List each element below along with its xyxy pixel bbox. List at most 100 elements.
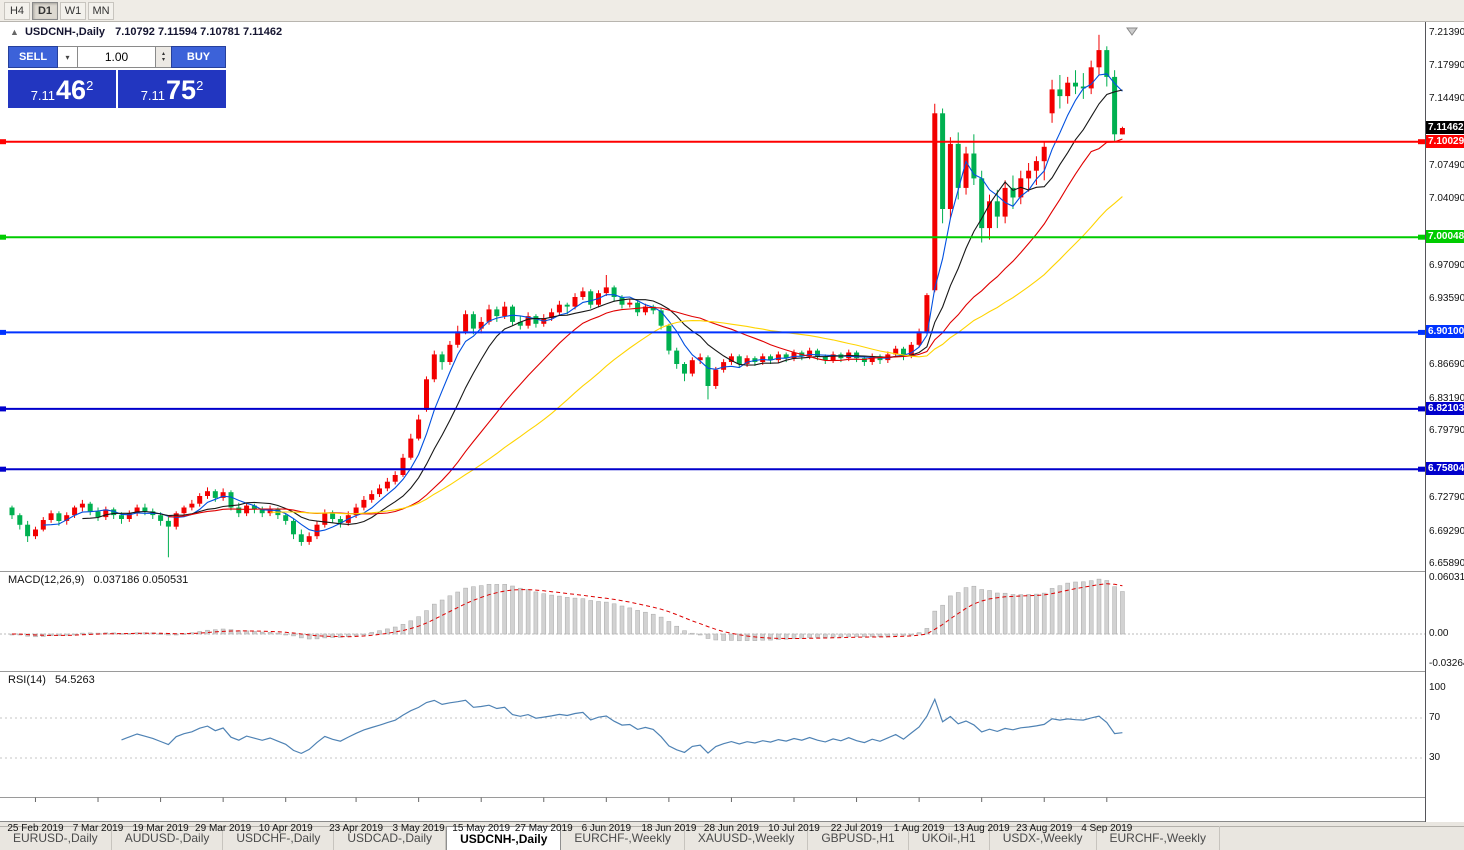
timeframe-button-d1[interactable]: D1 bbox=[32, 1, 58, 20]
candle-body bbox=[337, 519, 343, 523]
date-label: 23 Apr 2019 bbox=[329, 823, 384, 834]
candlestick-series[interactable] bbox=[9, 34, 1125, 558]
candle-body bbox=[212, 491, 218, 498]
macd-bar bbox=[658, 616, 664, 635]
price-tick-label: 6.79790 bbox=[1429, 425, 1464, 436]
candle-body bbox=[455, 331, 461, 345]
chart-tab-eurusd-daily[interactable]: EURUSD-,Daily bbox=[0, 826, 112, 850]
candle-body bbox=[1049, 89, 1055, 114]
date-label: 10 Jul 2019 bbox=[768, 823, 820, 834]
candle-body bbox=[736, 356, 742, 364]
volume-input[interactable]: 1.00 bbox=[78, 46, 156, 68]
macd-bar bbox=[666, 621, 672, 635]
macd-bar bbox=[471, 586, 476, 635]
macd-bar bbox=[1096, 578, 1102, 635]
macd-bar bbox=[713, 633, 719, 641]
candle-body bbox=[424, 379, 429, 410]
macd-bar bbox=[854, 633, 859, 637]
macd-bar bbox=[48, 633, 54, 636]
candle-body bbox=[283, 515, 289, 521]
volume-stepper[interactable]: ▴ ▾ bbox=[156, 46, 171, 68]
candle-body bbox=[119, 515, 124, 519]
candle-body bbox=[228, 492, 234, 508]
timeframe-button-mn[interactable]: MN bbox=[88, 1, 114, 20]
candle-body bbox=[1088, 67, 1094, 89]
macd-bar bbox=[447, 595, 453, 635]
candle-body bbox=[533, 316, 539, 324]
timeframe-toolbar: H4 D1 W1 MN bbox=[0, 0, 1464, 22]
macd-bar bbox=[166, 633, 171, 636]
candle-body bbox=[768, 356, 773, 361]
candle-body bbox=[689, 360, 695, 374]
sell-button[interactable]: SELL bbox=[8, 46, 58, 68]
candle-body bbox=[525, 316, 531, 326]
hline-right-marker bbox=[1418, 329, 1425, 335]
candle-body bbox=[822, 356, 828, 361]
chart-tab-xauusd-weekly[interactable]: XAUUSD-,Weekly bbox=[685, 826, 809, 850]
candle-body bbox=[744, 358, 750, 364]
macd-bar bbox=[580, 598, 586, 635]
candle-body bbox=[1033, 161, 1039, 171]
candle-body bbox=[650, 306, 656, 311]
candle-body bbox=[1065, 82, 1071, 97]
candle-body bbox=[220, 492, 226, 498]
chart-tab-eurchf-weekly[interactable]: EURCHF-,Weekly bbox=[1097, 826, 1220, 850]
buy-button[interactable]: BUY bbox=[171, 46, 226, 68]
chart-tab-usdx-weekly[interactable]: USDX-,Weekly bbox=[990, 826, 1097, 850]
hline-price-label: 7.10029 bbox=[1426, 135, 1464, 148]
chart-tab-usdcnh-daily[interactable]: USDCNH-,Daily bbox=[446, 826, 562, 850]
chart-tab-eurchf-weekly[interactable]: EURCHF-,Weekly bbox=[561, 826, 685, 850]
candle-body bbox=[470, 314, 476, 329]
timeframe-button-h4[interactable]: H4 bbox=[4, 1, 30, 20]
chart-tab-usdchf-daily[interactable]: USDCHF-,Daily bbox=[223, 826, 335, 850]
candle-body bbox=[1104, 50, 1110, 77]
chart-tab-usdcad-daily[interactable]: USDCAD-,Daily bbox=[334, 826, 447, 850]
candle-body bbox=[103, 509, 109, 518]
macd-bar bbox=[893, 633, 898, 636]
chart-tab-gbpusd-h1[interactable]: GBPUSD-,H1 bbox=[808, 826, 909, 850]
chart-tab-audusd-daily[interactable]: AUDUSD-,Daily bbox=[112, 826, 224, 850]
candle-body bbox=[564, 304, 570, 307]
time-axis[interactable]: 25 Feb 2019 7 Mar 2019 19 Mar 2019 29 Mar 2… bbox=[0, 820, 1425, 842]
candle-body bbox=[963, 153, 969, 188]
macd-bar bbox=[1112, 586, 1117, 635]
candle-body bbox=[580, 291, 586, 297]
hline-left-marker bbox=[0, 406, 6, 412]
chart-tab-ukoil-h1[interactable]: UKOil-,H1 bbox=[909, 826, 990, 850]
candle-body bbox=[126, 513, 132, 519]
candle-body bbox=[517, 321, 523, 326]
volume-dropdown[interactable]: ▾ bbox=[58, 46, 78, 68]
date-label: 19 Mar 2019 bbox=[132, 823, 189, 834]
macd-bar bbox=[275, 632, 281, 635]
price-tick-label: 7.21390 bbox=[1429, 27, 1464, 38]
macd-bar bbox=[697, 633, 703, 636]
candle-body bbox=[1057, 89, 1063, 97]
macd-bar bbox=[776, 633, 781, 640]
candle-body bbox=[572, 297, 578, 307]
price-tick-label: 6.72790 bbox=[1429, 492, 1464, 503]
candle-body bbox=[603, 287, 609, 294]
chart-canvas[interactable] bbox=[0, 22, 1425, 822]
date-label: 13 Aug 2019 bbox=[953, 823, 1010, 834]
chart-area bbox=[0, 22, 1464, 822]
chevron-down-icon: ▾ bbox=[65, 52, 70, 62]
macd-bar bbox=[80, 632, 85, 635]
candle-body bbox=[447, 344, 453, 362]
current-price-label: 7.11462 bbox=[1426, 121, 1464, 134]
price-axis[interactable]: 7.21390 7.17990 7.14490 7.07490 7.04090 6.970… bbox=[1425, 22, 1464, 822]
candle-body bbox=[932, 113, 938, 291]
candle-body bbox=[9, 507, 15, 516]
macd-bar bbox=[228, 629, 234, 635]
candle-body bbox=[322, 513, 328, 525]
candle-body bbox=[392, 475, 398, 482]
timeframe-button-w1[interactable]: W1 bbox=[60, 1, 86, 20]
rsi-value: 54.5263 bbox=[54, 674, 95, 686]
macd-bar bbox=[1104, 580, 1110, 635]
macd-bar bbox=[455, 591, 460, 635]
candle-body bbox=[173, 513, 179, 527]
rsi-indicator-label: RSI(14) 54.5263 bbox=[8, 674, 95, 686]
macd-bar bbox=[830, 633, 836, 638]
candle-body bbox=[1112, 76, 1118, 135]
hline-price-label: 6.75804 bbox=[1426, 462, 1464, 475]
macd-bar bbox=[588, 600, 593, 635]
